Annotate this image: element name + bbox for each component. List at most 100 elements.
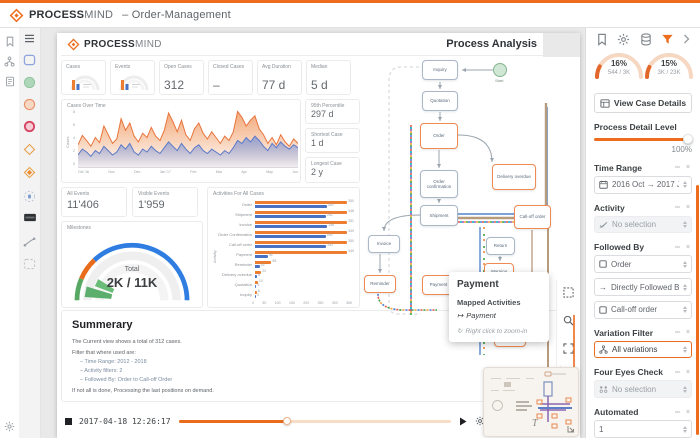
process-node-inquiry[interactable]: Inquiry — [422, 60, 458, 80]
hierarchy-icon[interactable] — [0, 56, 19, 67]
bar-value: 253 — [327, 203, 334, 208]
lasso-select-icon[interactable] — [563, 287, 574, 298]
palette-group-shape[interactable] — [19, 258, 40, 270]
kpi-mini-gauge — [119, 75, 149, 91]
select-value: Order — [611, 259, 632, 269]
section-actions[interactable]: ∞ × — [674, 243, 692, 251]
tooltip-mapped-activity[interactable]: ↦ Payment — [457, 311, 541, 320]
process-node-payment[interactable]: Payment — [422, 275, 455, 295]
x-axis-ticks: 0 50 100 150 200 250 300 350 — [252, 301, 352, 305]
view-case-details-button[interactable]: View Case Details — [594, 93, 692, 113]
timeline-slider[interactable] — [178, 416, 451, 425]
stat-card-95th-percentile: 95th Percentile 297 d — [305, 99, 360, 124]
palette-black-box-shape[interactable] — [19, 213, 40, 222]
timeline-timestamp: 2017-04-18 12:26:17 — [79, 416, 171, 426]
followed-by-relation-select[interactable]: → Directly Followed By — [594, 278, 692, 296]
variation-filter-select[interactable]: All variations — [594, 340, 692, 359]
bar-all — [255, 290, 257, 294]
minimap-resize-icon[interactable] — [567, 425, 575, 433]
palette-start-event-shape[interactable] — [19, 76, 40, 89]
section-actions[interactable]: ∞ × — [674, 408, 692, 416]
bar-all — [255, 270, 262, 274]
automated-input[interactable]: 1 — [594, 420, 692, 438]
minimap[interactable]: T — [483, 367, 579, 437]
activity-select[interactable]: No selection — [594, 215, 692, 234]
settings-tab-icon[interactable] — [617, 33, 630, 46]
summary-bullet: – Activity filters: 2 — [80, 368, 123, 374]
bookmark-icon[interactable] — [0, 36, 19, 47]
palette-annotation-circle-shape[interactable] — [19, 190, 40, 203]
kpi-label: Open Cases — [164, 64, 192, 70]
processmind-logo-icon — [9, 8, 24, 22]
palette-task-shape[interactable] — [19, 54, 40, 66]
maps-to-icon: ↦ — [457, 311, 464, 320]
followed-by-to-select[interactable]: Call-off order — [594, 300, 692, 319]
activity-row: Quotation 10 5 — [216, 279, 354, 289]
stepper-icon[interactable] — [683, 306, 687, 314]
kpi-mini-gauge — [70, 75, 100, 91]
process-node-call-off-order[interactable]: Call-off order — [514, 205, 551, 229]
process-node-delivery-overdue[interactable]: Delivery overdue — [492, 164, 536, 190]
kpi-card-median: Median 5 d — [306, 60, 351, 95]
bar-visible — [255, 204, 327, 208]
filter-tab-icon[interactable] — [661, 33, 674, 46]
section-actions[interactable]: ∞ × — [674, 368, 692, 376]
kpi-label: Avg Duration — [262, 64, 291, 70]
chevron-right-icon[interactable] — [683, 34, 690, 44]
four-eyes-select[interactable]: No selection — [594, 380, 692, 399]
bar-value: 252 — [327, 243, 334, 248]
stepper-icon[interactable] — [683, 425, 687, 433]
section-actions[interactable]: ∞ × — [674, 164, 692, 172]
input-value: 1 — [599, 424, 604, 434]
activity-row: Order 350 253 — [216, 199, 354, 209]
palette-intermediate-event-shape[interactable] — [19, 98, 40, 111]
process-node-start[interactable] — [493, 63, 507, 77]
stepper-icon[interactable] — [683, 283, 687, 291]
process-node-order-confirmation[interactable]: Order confirmation — [420, 170, 458, 198]
process-node-quotation[interactable]: Quotation — [422, 91, 458, 111]
zoom-search-icon[interactable] — [563, 315, 574, 326]
four-eyes-icon — [599, 386, 608, 394]
bookmark-tab-icon[interactable] — [596, 33, 608, 46]
palette-connector-shape[interactable] — [19, 236, 40, 248]
menu-hamburger-icon[interactable] — [19, 34, 40, 43]
activity-row: Payment 349 45 — [216, 249, 354, 259]
stepper-icon[interactable] — [683, 346, 687, 354]
palette-end-event-shape[interactable] — [19, 120, 40, 133]
process-node-shipment[interactable]: Shipment — [420, 205, 458, 226]
kpi-card-events: Events — [110, 60, 155, 95]
x-tick: Jun — [292, 170, 298, 174]
gauge-percent: 16% — [610, 58, 627, 68]
detail-level-slider[interactable] — [594, 134, 693, 145]
stepper-icon[interactable] — [683, 385, 687, 393]
play-button[interactable] — [459, 417, 467, 426]
stat-label: 95th Percentile — [311, 103, 345, 109]
section-actions[interactable]: ∞ × — [674, 204, 692, 212]
followed-by-from-select[interactable]: Order — [594, 255, 692, 274]
process-node-return[interactable]: Return — [486, 237, 515, 255]
activity-label: Shipment — [235, 211, 252, 217]
fit-screen-icon[interactable] — [563, 343, 574, 354]
palette-gateway-star-shape[interactable] — [19, 166, 40, 179]
stop-button[interactable] — [65, 417, 72, 425]
process-node-invoice[interactable]: Invoice — [368, 235, 400, 253]
bar-all — [255, 260, 272, 264]
settings-gear-icon[interactable] — [0, 421, 19, 432]
section-actions[interactable]: ∞ × — [674, 329, 692, 337]
activity-label: Reminder — [234, 261, 252, 267]
panel-scrollbar[interactable] — [696, 185, 699, 435]
activity-label: Quotation — [234, 281, 252, 287]
slider-knob[interactable] — [683, 134, 693, 145]
stepper-icon[interactable] — [683, 221, 687, 229]
notes-icon[interactable] — [0, 76, 19, 87]
stepper-icon[interactable] — [683, 181, 687, 189]
stepper-icon[interactable] — [683, 260, 687, 268]
data-tab-icon[interactable] — [640, 33, 652, 46]
select-value: Call-off order — [611, 305, 658, 315]
time-range-select[interactable]: 2016 Oct → 2017 Jun — [594, 175, 692, 194]
process-node-order[interactable]: Order — [420, 123, 458, 149]
process-node-reminder[interactable]: Reminder — [364, 275, 396, 293]
palette-gateway-shape[interactable] — [19, 143, 40, 156]
timeline-knob[interactable] — [283, 416, 292, 425]
